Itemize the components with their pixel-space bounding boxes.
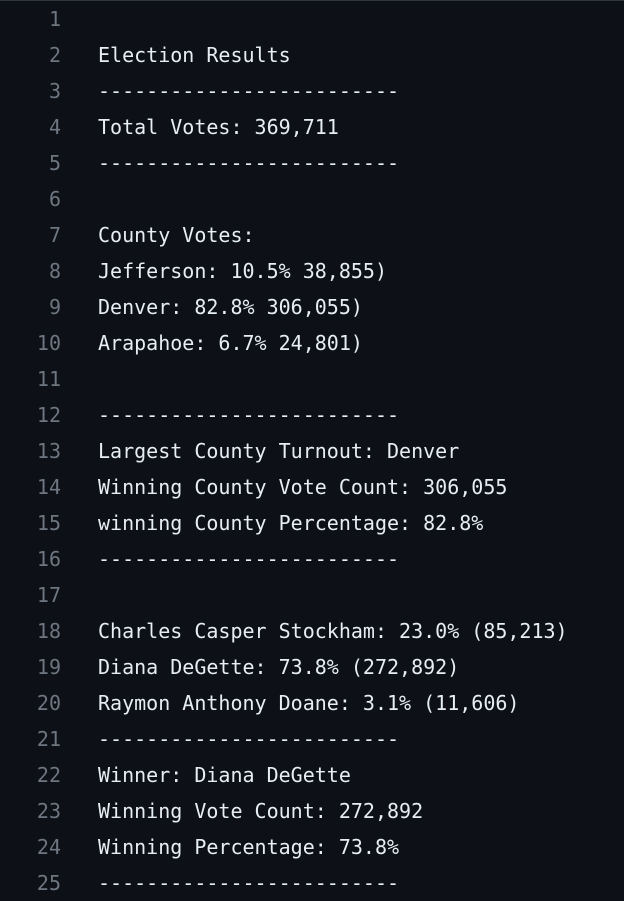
code-line-1: 1 [0,1,624,37]
code-line-2: 2 Election Results [0,37,624,73]
line-number[interactable]: 23 [36,799,61,823]
line-number[interactable]: 17 [36,583,61,607]
line-text: Total Votes: 369,711 [98,115,339,139]
code-line-24: 24 Winning Percentage: 73.8% [0,829,624,865]
line-text: winning County Percentage: 82.8% [98,511,484,535]
line-number[interactable]: 12 [36,403,61,427]
code-line-19: 19 Diana DeGette: 73.8% (272,892) [0,649,624,685]
code-line-10: 10 Arapahoe: 6.7% 24,801) [0,325,624,361]
line-number[interactable]: 24 [36,835,61,859]
code-line-17: 17 [0,577,624,613]
line-number[interactable]: 8 [48,259,61,283]
code-line-7: 7 County Votes: [0,217,624,253]
line-number[interactable]: 3 [48,79,61,103]
line-text: ------------------------- [98,871,400,895]
line-text: Winning Vote Count: 272,892 [98,799,424,823]
code-line-8: 8 Jefferson: 10.5% 38,855) [0,253,624,289]
line-text: Diana DeGette: 73.8% (272,892) [98,655,460,679]
line-text: Winning Percentage: 73.8% [98,835,400,859]
line-number[interactable]: 9 [48,295,61,319]
code-line-15: 15 winning County Percentage: 82.8% [0,505,624,541]
line-text: ------------------------- [98,727,400,751]
line-number[interactable]: 21 [36,727,61,751]
line-number[interactable]: 7 [48,223,61,247]
code-line-25: 25 ------------------------- [0,865,624,901]
line-number[interactable]: 19 [36,655,61,679]
line-text: ------------------------- [98,79,400,103]
code-line-11: 11 [0,361,624,397]
line-number[interactable]: 18 [36,619,61,643]
line-text: Largest County Turnout: Denver [98,439,460,463]
code-line-13: 13 Largest County Turnout: Denver [0,433,624,469]
line-number[interactable]: 2 [48,43,61,67]
line-text: Charles Casper Stockham: 23.0% (85,213) [98,619,568,643]
code-line-18: 18 Charles Casper Stockham: 23.0% (85,213… [0,613,624,649]
line-text: Arapahoe: 6.7% 24,801) [98,331,363,355]
line-text: ------------------------- [98,547,400,571]
line-text: Winner: Diana DeGette [98,763,351,787]
line-text: Denver: 82.8% 306,055) [98,295,363,319]
line-text: ------------------------- [98,403,400,427]
line-number[interactable]: 22 [36,763,61,787]
code-line-16: 16 ------------------------- [0,541,624,577]
line-number[interactable]: 4 [48,115,61,139]
line-number[interactable]: 14 [36,475,61,499]
line-number[interactable]: 20 [36,691,61,715]
line-number[interactable]: 6 [48,187,61,211]
line-number[interactable]: 15 [36,511,61,535]
code-line-14: 14 Winning County Vote Count: 306,055 [0,469,624,505]
code-line-20: 20 Raymon Anthony Doane: 3.1% (11,606) [0,685,624,721]
code-line-4: 4 Total Votes: 369,711 [0,109,624,145]
line-number[interactable]: 13 [36,439,61,463]
code-line-23: 23 Winning Vote Count: 272,892 [0,793,624,829]
line-text: Raymon Anthony Doane: 3.1% (11,606) [98,691,520,715]
line-number[interactable]: 5 [48,151,61,175]
line-text: Election Results [98,43,291,67]
line-text: ------------------------- [98,151,400,175]
code-line-6: 6 [0,181,624,217]
code-line-21: 21 ------------------------- [0,721,624,757]
code-line-12: 12 ------------------------- [0,397,624,433]
code-line-3: 3 ------------------------- [0,73,624,109]
line-number[interactable]: 16 [36,547,61,571]
line-number[interactable]: 1 [48,7,61,31]
line-text: County Votes: [98,223,255,247]
code-line-5: 5 ------------------------- [0,145,624,181]
line-number[interactable]: 25 [36,871,61,895]
line-number[interactable]: 11 [36,367,61,391]
line-number[interactable]: 10 [36,331,61,355]
code-line-9: 9 Denver: 82.8% 306,055) [0,289,624,325]
code-line-22: 22 Winner: Diana DeGette [0,757,624,793]
line-text: Jefferson: 10.5% 38,855) [98,259,387,283]
line-text: Winning County Vote Count: 306,055 [98,475,508,499]
